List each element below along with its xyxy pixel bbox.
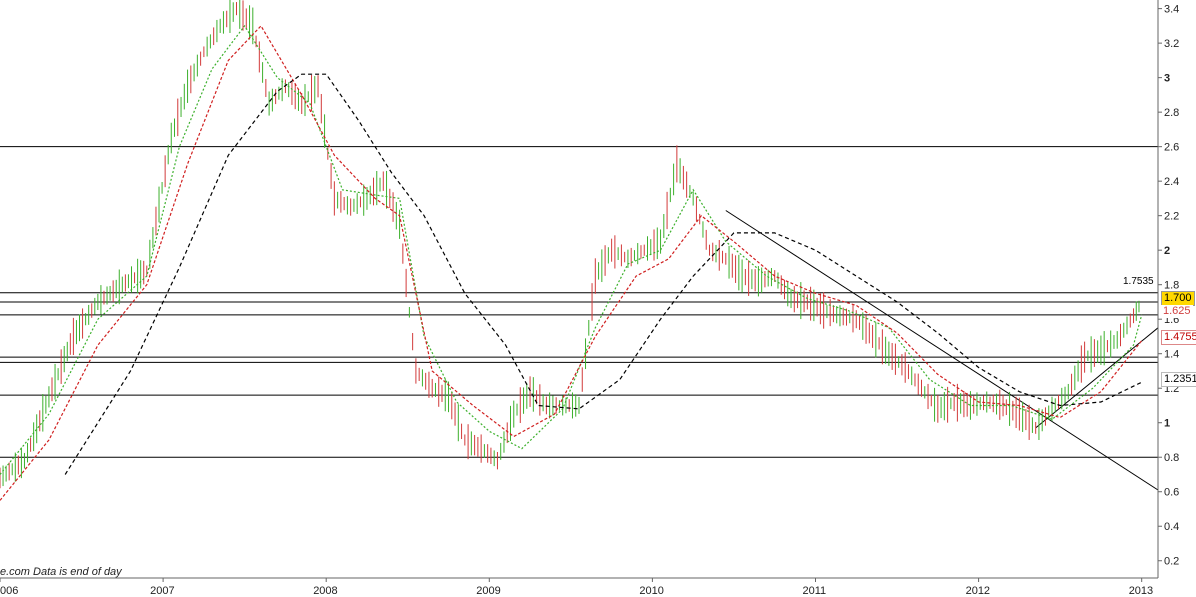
y-tick-label: 0.6 <box>1164 487 1179 499</box>
trendline <box>1035 327 1159 429</box>
y-tick-label: 2.8 <box>1164 107 1179 119</box>
y-tick-label: 1.8 <box>1164 280 1179 292</box>
fast-moving-average-line <box>0 24 1143 475</box>
last-price-tag: 1.700 <box>1161 291 1195 306</box>
plot-area <box>0 0 1159 501</box>
price-axis: 3.43.232.82.62.42.221.81.61.41.210.80.60… <box>1158 4 1179 568</box>
y-tick-label: 0.2 <box>1164 556 1179 568</box>
x-tick-label: 2012 <box>966 585 990 597</box>
slow-ma-tag: 1.2351 <box>1161 372 1196 387</box>
resistance-label: 1.7535 <box>1123 276 1154 287</box>
fast-ma-tag: 1.625 <box>1161 305 1193 318</box>
slow-moving-average-line <box>64 73 1142 475</box>
x-tick-label: 2013 <box>1129 585 1153 597</box>
y-tick-label: 2 <box>1164 245 1170 257</box>
x-tick-label: 2008 <box>313 585 337 597</box>
x-tick-label: 006 <box>0 585 18 597</box>
y-tick-label: 0.8 <box>1164 452 1179 464</box>
trendline <box>725 210 1159 491</box>
mid-moving-average-line <box>0 24 1143 501</box>
mid-ma-tag: 1.4755 <box>1161 330 1196 345</box>
x-tick-label: 2007 <box>150 585 174 597</box>
y-tick-label: 3 <box>1164 73 1170 85</box>
y-tick-label: 0.4 <box>1164 521 1179 533</box>
data-source-footer: e.com Data is end of day <box>0 566 122 578</box>
y-tick-label: 2.2 <box>1164 211 1179 223</box>
x-tick-label: 2009 <box>476 585 500 597</box>
y-tick-label: 1.4 <box>1164 349 1179 361</box>
x-tick-label: 2011 <box>802 585 826 597</box>
y-tick-label: 3.4 <box>1164 4 1179 16</box>
y-tick-label: 3.2 <box>1164 38 1179 50</box>
time-axis: 006 2007 2008 2009 2010 2011 2012 2013 <box>0 578 1153 597</box>
y-tick-label: 1 <box>1164 418 1170 430</box>
x-tick-label: 2010 <box>639 585 663 597</box>
y-tick-label: 2.6 <box>1164 142 1179 154</box>
y-tick-label: 2.4 <box>1164 176 1179 188</box>
